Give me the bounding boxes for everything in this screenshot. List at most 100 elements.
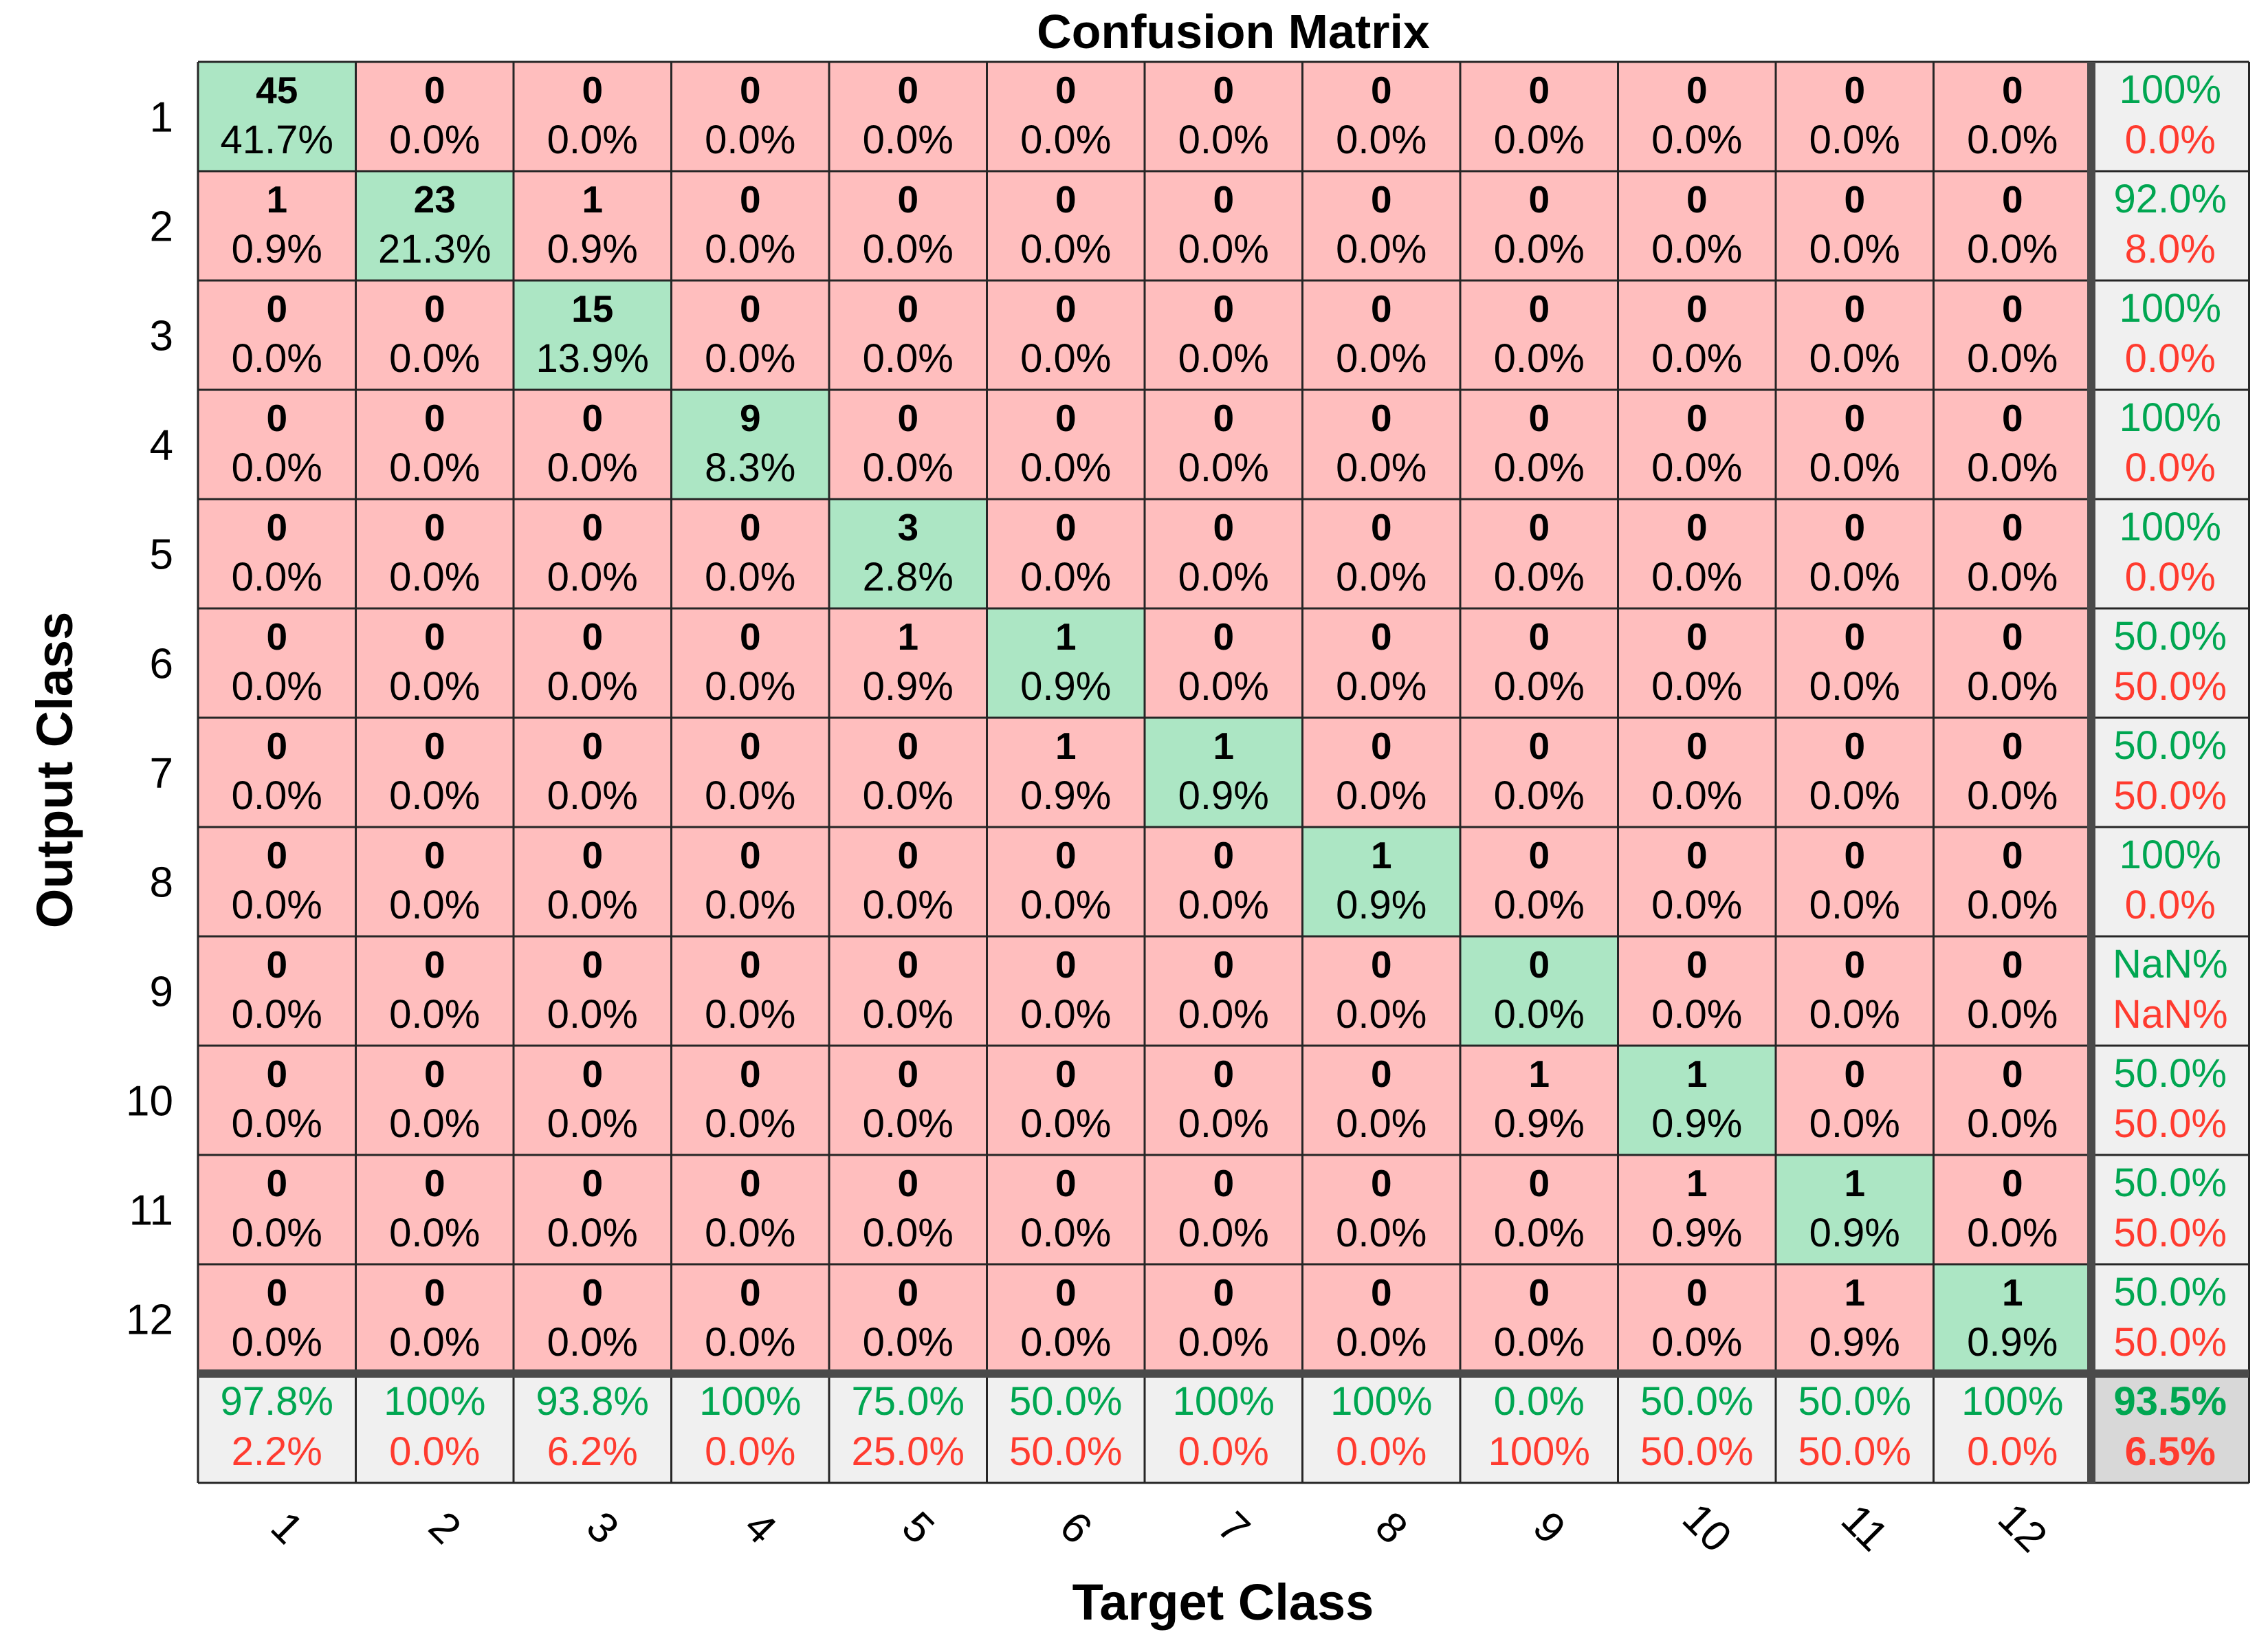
cell-count: 0 xyxy=(897,1162,918,1204)
cell-percent: 0.0% xyxy=(1494,664,1585,709)
cell-count: 0 xyxy=(582,1053,603,1095)
matrix-cell: 0 0.0% xyxy=(1460,499,1618,608)
matrix-cell: 0 0.0% xyxy=(1618,62,1776,171)
col-summary-correct: 100% xyxy=(699,1379,801,1424)
cell-background xyxy=(355,171,514,280)
cell-count: 0 xyxy=(2002,615,2023,658)
cell-background xyxy=(829,171,987,280)
cell-count: 0 xyxy=(1055,506,1077,549)
cell-count: 0 xyxy=(740,287,761,330)
matrix-cell: 0 0.0% xyxy=(829,1155,987,1264)
matrix-cell: 1 0.9% xyxy=(1618,1046,1776,1155)
cell-background xyxy=(1145,936,1303,1046)
cell-percent: 0.9% xyxy=(1020,773,1111,818)
cell-count: 0 xyxy=(1686,506,1708,549)
matrix-cell: 1 0.9% xyxy=(198,171,356,280)
cell-count: 0 xyxy=(2002,834,2023,877)
matrix-cell: 15 13.9% xyxy=(514,280,672,390)
cell-percent: 0.0% xyxy=(1178,664,1269,709)
summary-background xyxy=(2091,390,2249,499)
cell-count: 0 xyxy=(1844,69,1865,111)
cell-background xyxy=(1145,62,1303,171)
row-summary-cell: 50.0% 50.0% xyxy=(2091,1046,2249,1155)
matrix-cell: 0 0.0% xyxy=(1302,499,1460,608)
cell-percent: 0.0% xyxy=(1494,992,1585,1037)
col-summary-cell: 0.0% 100% xyxy=(1460,1374,1618,1483)
matrix-cell: 23 21.3% xyxy=(355,171,514,280)
cell-background xyxy=(1618,171,1776,280)
matrix-cell: 0 0.0% xyxy=(1618,499,1776,608)
matrix-cell: 0 0.0% xyxy=(355,608,514,718)
cell-percent: 0.0% xyxy=(1178,1211,1269,1255)
cell-count: 0 xyxy=(266,506,287,549)
matrix-cell: 0 0.0% xyxy=(1145,280,1303,390)
cell-percent: 0.0% xyxy=(705,118,795,162)
cell-count: 0 xyxy=(897,834,918,877)
cell-background xyxy=(1618,608,1776,718)
col-summary-cell: 100% 0.0% xyxy=(1302,1374,1460,1483)
overall-accuracy: 93.5% xyxy=(2114,1379,2227,1424)
cell-count: 0 xyxy=(897,1053,918,1095)
cell-count: 0 xyxy=(1528,397,1550,439)
matrix-cell: 0 0.0% xyxy=(1460,718,1618,827)
cell-count: 0 xyxy=(266,943,287,986)
cell-count: 0 xyxy=(1213,178,1234,221)
cell-percent: 0.0% xyxy=(1494,227,1585,272)
matrix-cell: 0 0.0% xyxy=(355,499,514,608)
cell-count: 0 xyxy=(1371,506,1392,549)
cell-percent: 0.0% xyxy=(1020,992,1111,1037)
summary-background xyxy=(829,1374,987,1483)
matrix-cell: 0 0.0% xyxy=(514,499,672,608)
col-summary-error: 0.0% xyxy=(1967,1429,2058,1474)
cell-background xyxy=(355,1155,514,1264)
cell-background xyxy=(514,390,672,499)
matrix-cell: 0 0.0% xyxy=(1933,718,2091,827)
matrix-cell: 0 0.0% xyxy=(1460,171,1618,280)
cell-background xyxy=(671,1155,829,1264)
cell-percent: 0.0% xyxy=(1967,773,2058,818)
matrix-cell: 1 0.9% xyxy=(1776,1264,1934,1374)
matrix-cell: 0 0.0% xyxy=(198,280,356,390)
matrix-cell: 0 0.0% xyxy=(198,1264,356,1374)
cell-count: 0 xyxy=(740,506,761,549)
cell-count: 0 xyxy=(2002,943,2023,986)
cell-percent: 0.0% xyxy=(1020,555,1111,599)
cell-percent: 0.0% xyxy=(389,1320,480,1365)
cell-background xyxy=(1933,1155,2091,1264)
cell-background xyxy=(671,608,829,718)
cell-percent: 0.0% xyxy=(547,1320,638,1365)
cell-background xyxy=(1618,1046,1776,1155)
matrix-cell: 0 0.0% xyxy=(829,1046,987,1155)
col-summary-error: 0.0% xyxy=(705,1429,795,1474)
cell-count: 0 xyxy=(1371,178,1392,221)
cell-count: 0 xyxy=(897,943,918,986)
cell-background xyxy=(829,390,987,499)
cell-count: 0 xyxy=(1213,506,1234,549)
cell-percent: 0.0% xyxy=(1809,118,1900,162)
cell-background xyxy=(1145,280,1303,390)
cell-count: 0 xyxy=(1686,397,1708,439)
row-summary-error: 0.0% xyxy=(2125,445,2216,490)
cell-count: 0 xyxy=(740,943,761,986)
cell-background xyxy=(1618,718,1776,827)
cell-percent: 0.0% xyxy=(863,1320,954,1365)
cell-count: 0 xyxy=(1528,69,1550,111)
cell-background xyxy=(355,62,514,171)
cell-background xyxy=(829,280,987,390)
cell-count: 1 xyxy=(1844,1271,1865,1314)
cell-count: 0 xyxy=(1844,834,1865,877)
cell-count: 0 xyxy=(1371,943,1392,986)
col-summary-cell: 75.0% 25.0% xyxy=(829,1374,987,1483)
cell-background xyxy=(1776,936,1934,1046)
cell-background xyxy=(355,608,514,718)
matrix-cell: 0 0.0% xyxy=(355,390,514,499)
cell-percent: 0.0% xyxy=(1336,227,1427,272)
matrix-cell: 1 0.9% xyxy=(1933,1264,2091,1374)
cell-percent: 0.0% xyxy=(232,336,322,381)
cell-count: 0 xyxy=(2002,69,2023,111)
cell-count: 0 xyxy=(1055,397,1077,439)
cell-percent: 0.0% xyxy=(705,1101,795,1146)
matrix-cell: 0 0.0% xyxy=(1145,499,1303,608)
cell-percent: 0.0% xyxy=(547,1101,638,1146)
cell-percent: 0.0% xyxy=(705,227,795,272)
